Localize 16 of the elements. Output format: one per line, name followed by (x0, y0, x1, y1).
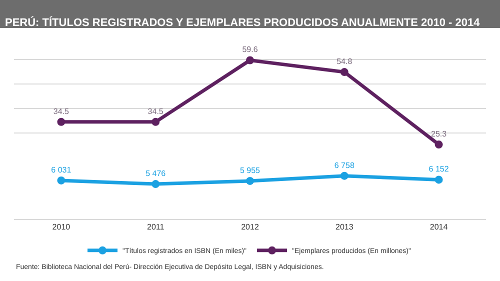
data-label: 59.6 (242, 45, 258, 54)
data-label: 5 476 (146, 169, 166, 178)
data-label: 34.5 (148, 106, 164, 116)
data-label: 25.3 (431, 130, 448, 139)
data-label: 34.5 (53, 106, 70, 116)
data-label: 6 031 (51, 165, 72, 174)
data-label: 54.8 (336, 57, 353, 66)
data-label: 6 758 (334, 160, 355, 170)
data-label: 5 955 (240, 166, 261, 175)
x-tick-label: 2014 (430, 222, 448, 232)
x-tick-label: 2012 (241, 222, 260, 232)
x-tick-label: 2010 (52, 222, 71, 232)
chart-title: PERÚ: TÍTULOS REGISTRADOS Y EJEMPLARES PRODUCIDOS ANUALMENTE 2010 - 2014 (5, 16, 481, 29)
data-label: 6 152 (428, 164, 450, 174)
x-tick-label: 2013 (336, 222, 354, 232)
x-tick-label: 2011 (147, 222, 165, 232)
